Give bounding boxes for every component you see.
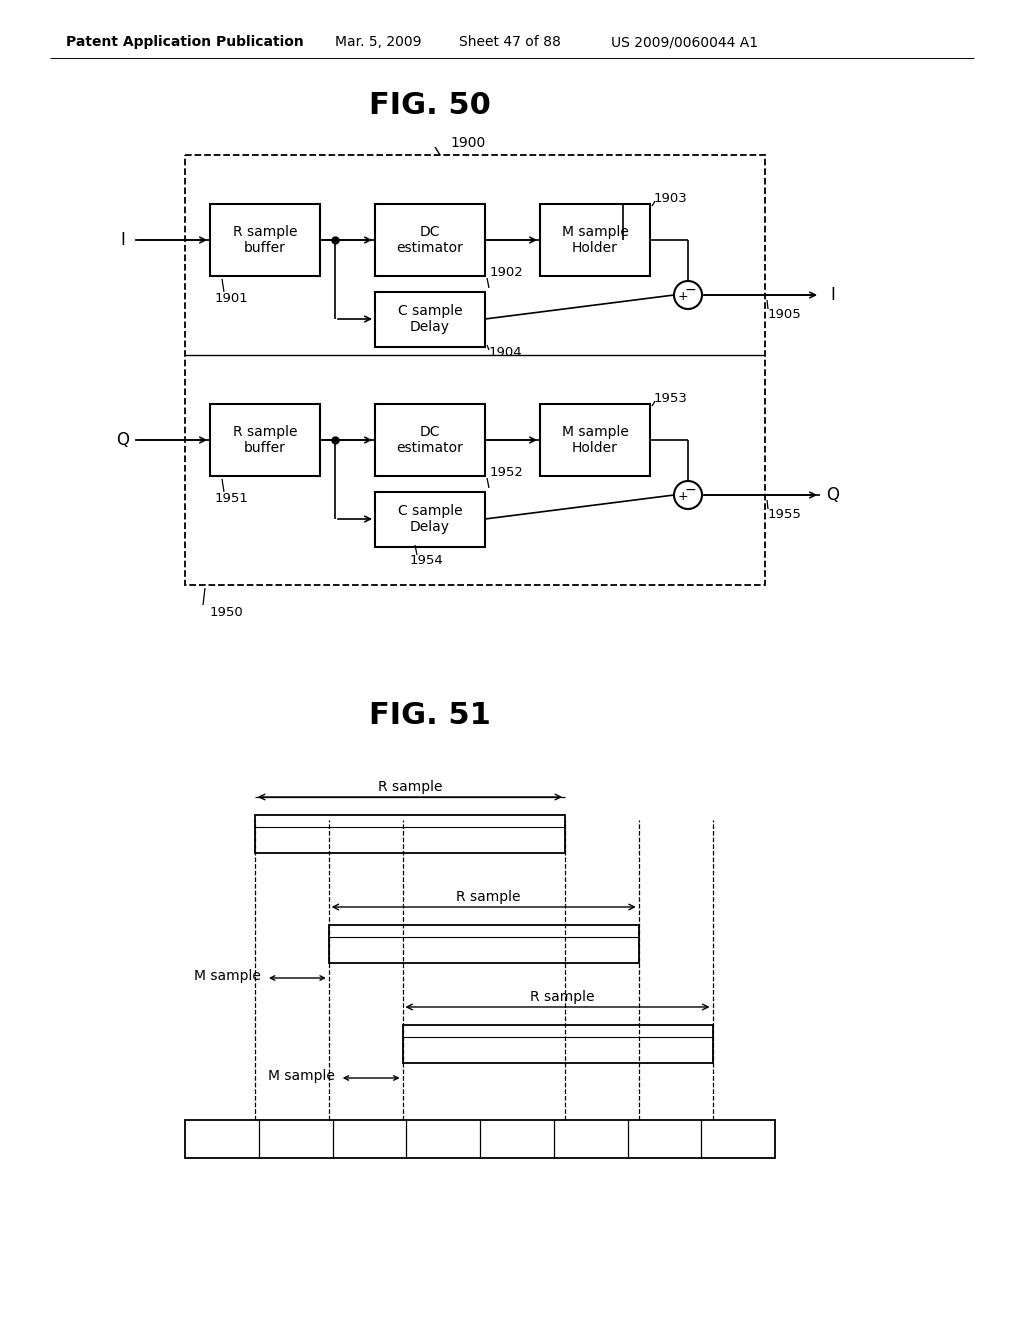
Text: 1901: 1901 [215, 292, 249, 305]
Text: R sample: R sample [378, 780, 442, 795]
Bar [375, 205, 485, 276]
Text: Patent Application Publication: Patent Application Publication [67, 36, 304, 49]
Text: 1951: 1951 [215, 491, 249, 504]
Bar [255, 814, 565, 853]
Text: Q: Q [826, 486, 840, 504]
Text: I: I [830, 286, 836, 304]
Text: M sample
Holder: M sample Holder [561, 224, 629, 255]
Text: +: + [678, 289, 688, 302]
Text: −: − [684, 483, 696, 498]
Text: M sample
Holder: M sample Holder [561, 425, 629, 455]
Text: C sample
Delay: C sample Delay [397, 304, 462, 334]
Text: DC
estimator: DC estimator [396, 224, 464, 255]
Text: M sample: M sample [268, 1069, 335, 1082]
Bar [185, 1119, 775, 1158]
Bar [402, 1026, 713, 1063]
Text: FIG. 50: FIG. 50 [369, 91, 490, 120]
Bar [540, 404, 650, 477]
Text: 1904: 1904 [489, 346, 522, 359]
Text: 1953: 1953 [654, 392, 688, 405]
Text: DC
estimator: DC estimator [396, 425, 464, 455]
Bar [375, 292, 485, 347]
Bar [210, 404, 319, 477]
Text: C sample
Delay: C sample Delay [397, 504, 462, 535]
Text: US 2009/0060044 A1: US 2009/0060044 A1 [611, 36, 759, 49]
Bar [210, 205, 319, 276]
Bar [329, 925, 639, 964]
Bar [375, 492, 485, 546]
Text: Mar. 5, 2009: Mar. 5, 2009 [335, 36, 421, 49]
Text: R sample
buffer: R sample buffer [232, 425, 297, 455]
Text: Sheet 47 of 88: Sheet 47 of 88 [459, 36, 561, 49]
Text: Q: Q [117, 432, 129, 449]
Text: R sample
buffer: R sample buffer [232, 224, 297, 255]
Bar [375, 404, 485, 477]
Text: 1954: 1954 [410, 554, 443, 568]
Bar [185, 154, 765, 585]
Text: R sample: R sample [530, 990, 595, 1005]
Text: 1905: 1905 [768, 309, 802, 322]
Text: FIG. 51: FIG. 51 [369, 701, 490, 730]
Text: 1903: 1903 [654, 193, 688, 206]
Text: 1955: 1955 [768, 508, 802, 521]
Text: −: − [684, 282, 696, 297]
Text: 1950: 1950 [210, 606, 244, 619]
Text: I: I [121, 231, 125, 249]
Text: M sample: M sample [195, 969, 261, 983]
Text: +: + [678, 490, 688, 503]
Text: 1952: 1952 [490, 466, 524, 479]
Text: R sample: R sample [457, 890, 521, 904]
Circle shape [674, 281, 702, 309]
Circle shape [674, 480, 702, 510]
Bar [540, 205, 650, 276]
Text: 1900: 1900 [450, 136, 485, 150]
Text: 1902: 1902 [490, 267, 523, 280]
